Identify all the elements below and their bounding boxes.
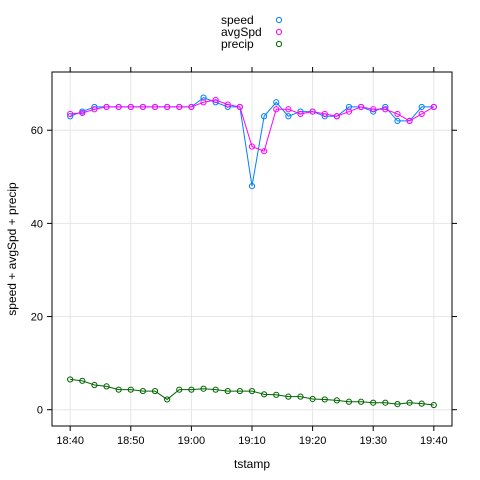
x-tick-label: 19:40 [420, 435, 448, 447]
x-tick-label: 19:20 [299, 435, 327, 447]
y-tick-label: 40 [31, 218, 43, 230]
x-tick-label: 19:10 [238, 435, 266, 447]
legend-marker-avgSpd [276, 29, 281, 34]
legend-marker-precip [276, 41, 281, 46]
y-tick-label: 60 [31, 125, 43, 137]
legend-marker-speed [276, 17, 281, 22]
axes: 18:40 18:50 19:00 19:10 19:20 19:30 19:40 0 20 40… [31, 67, 457, 447]
x-tick-label: 19:30 [359, 435, 387, 447]
y-tick-label: 0 [37, 405, 43, 417]
grid [52, 72, 452, 426]
legend-label-precip: precip [221, 37, 254, 51]
y-axis-title: speed + avgSpd + precip [5, 182, 19, 316]
x-tick-label: 18:40 [56, 435, 84, 447]
x-axis-title: tstamp [234, 457, 270, 471]
y-tick-label: 20 [31, 312, 43, 324]
x-tick-label: 18:50 [117, 435, 145, 447]
x-tick-label: 19:00 [178, 435, 206, 447]
